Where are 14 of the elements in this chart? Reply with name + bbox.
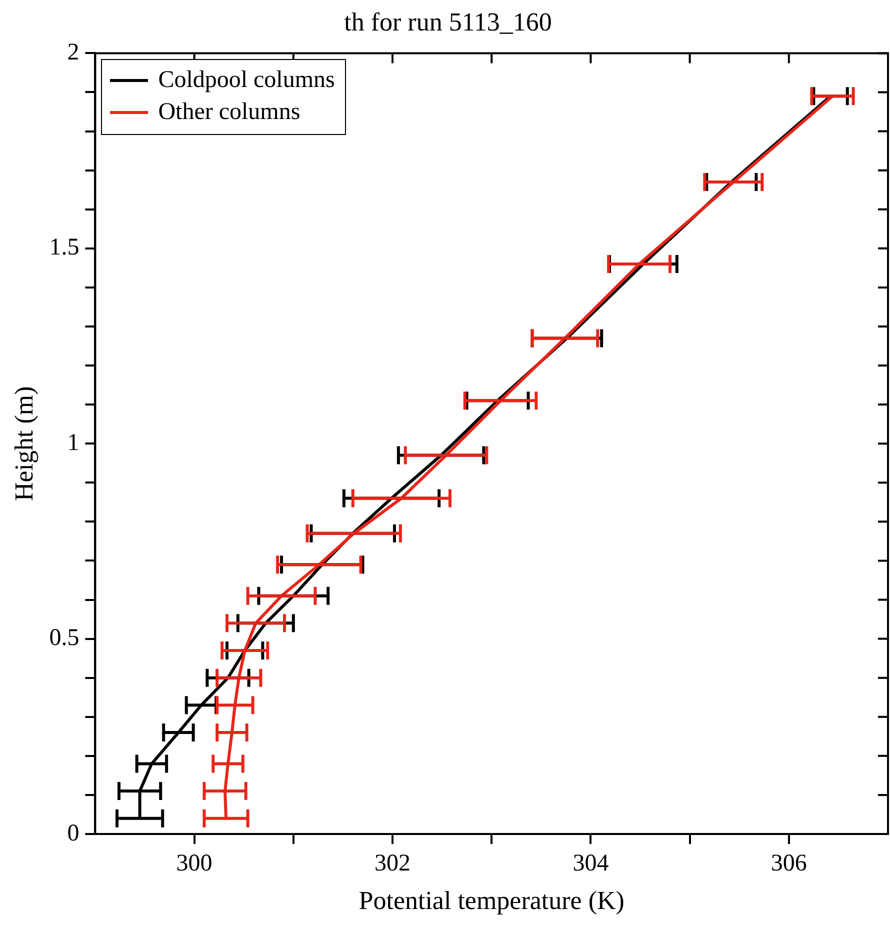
x-tick-label: 302 <box>374 850 410 877</box>
x-tick-label: 300 <box>176 850 212 877</box>
y-tick-label: 2 <box>67 39 80 66</box>
y-tick-label: 1.5 <box>49 234 80 261</box>
chart-title: th for run 5113_160 <box>344 7 552 36</box>
x-tick-label: 304 <box>572 850 609 877</box>
legend-label: Coldpool columns <box>158 66 335 96</box>
x-axis-title: Potential temperature (K) <box>358 886 624 916</box>
y-tick-label: 0 <box>67 820 80 846</box>
x-tick-label: 306 <box>770 850 807 877</box>
y-axis-title: Height (m) <box>9 386 38 502</box>
legend-label: Other columns <box>158 98 300 128</box>
y-tick-label: 0.5 <box>49 625 80 652</box>
y-tick-label: 1 <box>67 430 80 456</box>
